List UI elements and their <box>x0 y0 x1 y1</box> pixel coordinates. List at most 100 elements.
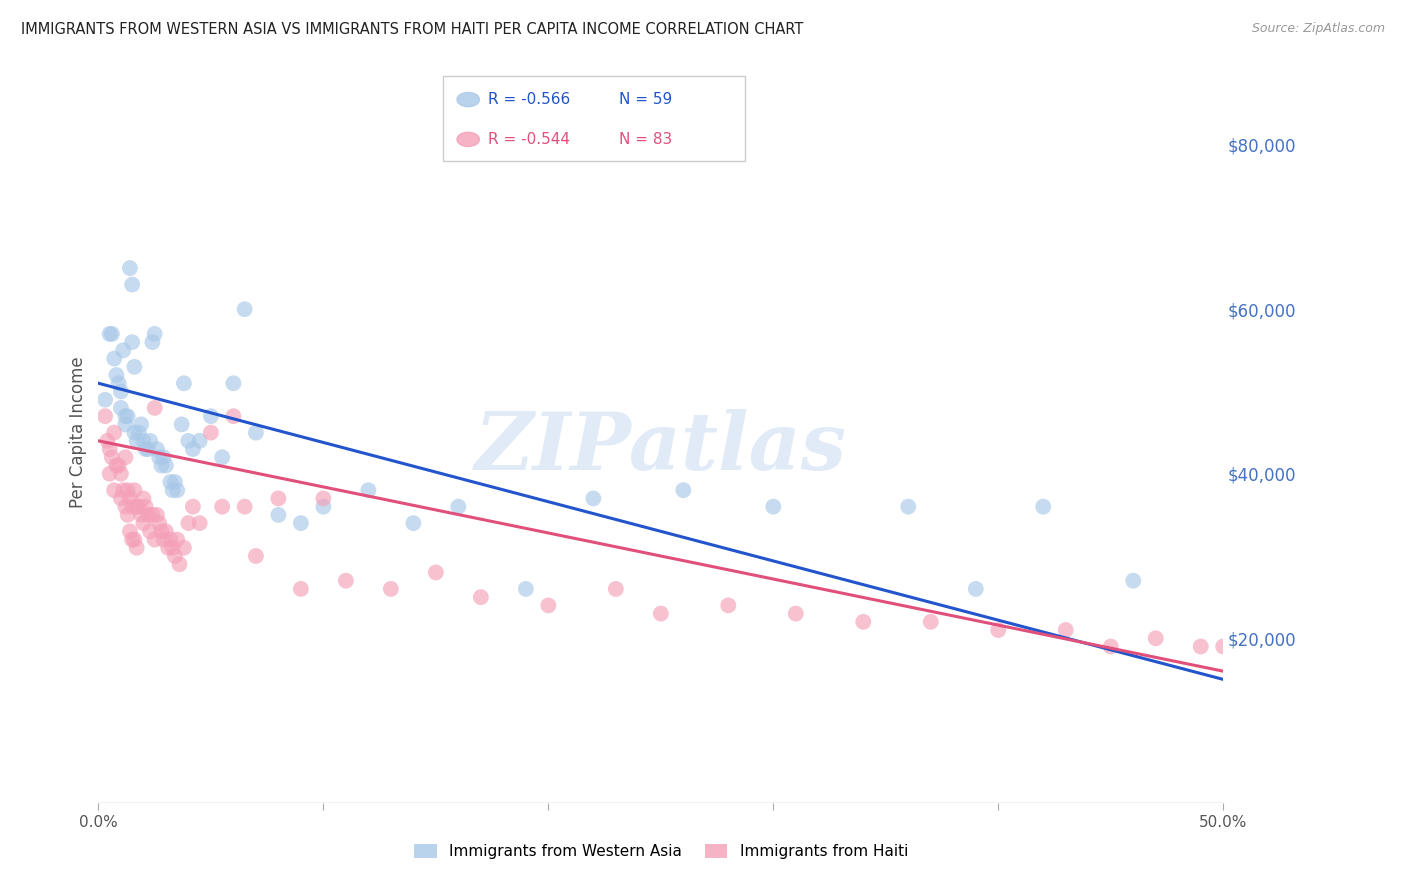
Point <box>166 483 188 498</box>
Point <box>447 500 470 514</box>
Point <box>162 483 184 498</box>
Point <box>173 541 195 555</box>
Point <box>110 491 132 506</box>
Point <box>129 508 152 522</box>
Point <box>1099 640 1122 654</box>
Point <box>114 409 136 424</box>
Point <box>139 434 162 448</box>
Point <box>222 409 245 424</box>
Point <box>965 582 987 596</box>
Text: R = -0.544: R = -0.544 <box>488 132 569 147</box>
Point <box>136 508 159 522</box>
Point <box>537 599 560 613</box>
Point <box>114 417 136 432</box>
Point <box>1122 574 1144 588</box>
Point <box>128 425 150 440</box>
Point <box>312 500 335 514</box>
Point <box>135 442 157 456</box>
Point <box>1257 648 1279 662</box>
Point <box>125 541 148 555</box>
Point <box>470 590 492 604</box>
Point <box>112 343 135 358</box>
Point <box>124 483 146 498</box>
Point <box>143 533 166 547</box>
Point <box>169 558 191 572</box>
Point <box>1054 623 1077 637</box>
Point <box>211 450 233 465</box>
Point <box>1189 640 1212 654</box>
Point <box>357 483 380 498</box>
Point <box>582 491 605 506</box>
Point <box>1347 656 1369 670</box>
Point <box>650 607 672 621</box>
Point <box>245 549 267 563</box>
Point <box>233 500 256 514</box>
Point <box>125 500 148 514</box>
Point <box>163 549 186 563</box>
Point <box>785 607 807 621</box>
Point <box>150 524 173 539</box>
Point <box>143 401 166 415</box>
Point <box>1032 500 1054 514</box>
Point <box>672 483 695 498</box>
Point <box>98 467 121 481</box>
Point <box>110 467 132 481</box>
Point <box>105 458 128 473</box>
Point <box>105 368 128 382</box>
Point <box>129 417 152 432</box>
Point <box>121 500 143 514</box>
Point <box>103 351 125 366</box>
Point <box>124 359 146 374</box>
Point <box>114 450 136 465</box>
Point <box>380 582 402 596</box>
Point <box>181 442 204 456</box>
Point <box>157 541 180 555</box>
Point <box>233 302 256 317</box>
Point <box>124 533 146 547</box>
Point <box>112 483 135 498</box>
Point <box>121 335 143 350</box>
Point <box>762 500 785 514</box>
Legend: Immigrants from Western Asia, Immigrants from Haiti: Immigrants from Western Asia, Immigrants… <box>408 838 914 865</box>
Point <box>132 491 155 506</box>
Point <box>920 615 942 629</box>
Point <box>897 500 920 514</box>
Point <box>159 533 181 547</box>
Point <box>101 326 124 341</box>
Point <box>1302 656 1324 670</box>
Point <box>98 326 121 341</box>
Point <box>103 483 125 498</box>
Point <box>94 392 117 407</box>
Point <box>211 500 233 514</box>
Point <box>132 516 155 530</box>
Point <box>132 434 155 448</box>
Point <box>290 582 312 596</box>
Point <box>125 434 148 448</box>
Point <box>335 574 357 588</box>
Point <box>425 566 447 580</box>
Point <box>605 582 627 596</box>
Point <box>141 508 163 522</box>
Text: N = 83: N = 83 <box>619 132 672 147</box>
Y-axis label: Per Capita Income: Per Capita Income <box>69 357 87 508</box>
Point <box>163 475 186 489</box>
Point <box>110 384 132 399</box>
Point <box>166 533 188 547</box>
Point <box>162 541 184 555</box>
Text: R = -0.566: R = -0.566 <box>488 92 569 107</box>
Text: ZIPatlas: ZIPatlas <box>475 409 846 486</box>
Point <box>1212 640 1234 654</box>
Point <box>188 434 211 448</box>
Point <box>128 500 150 514</box>
Point <box>245 425 267 440</box>
Point <box>987 623 1010 637</box>
Point <box>96 434 118 448</box>
Point <box>146 508 169 522</box>
Point <box>117 508 139 522</box>
Point <box>118 261 141 276</box>
Point <box>117 483 139 498</box>
Point <box>290 516 312 530</box>
Point <box>121 277 143 292</box>
Point <box>170 417 193 432</box>
Point <box>139 524 162 539</box>
